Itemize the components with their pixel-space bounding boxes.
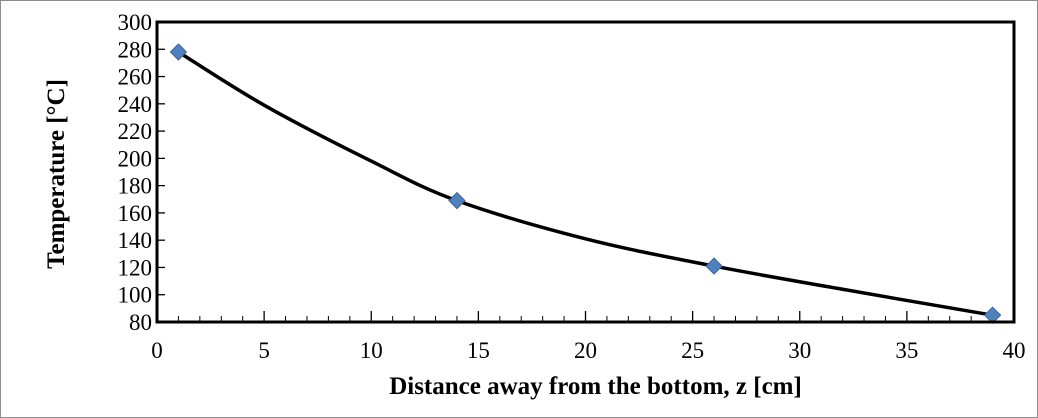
y-tick-label: 140 [118,228,153,253]
data-points [169,43,1002,324]
y-tick-label: 240 [118,92,153,117]
plot-area-border [155,20,1016,324]
data-point [448,191,466,210]
x-tick-label: 30 [788,338,811,363]
x-tick-label: 20 [574,338,597,363]
tick-labels: 0 5 10 15 20 25 30 35 40801001201401601802002202… [118,10,1026,363]
y-tick-label: 160 [118,201,153,226]
data-point [169,43,188,61]
y-tick-label: 120 [118,255,153,280]
data-point [705,257,723,275]
x-axis-title: Distance away from the bottom, z [cm] [389,373,802,400]
axis-ticks [156,21,1015,323]
x-tick-label: 15 [467,338,490,363]
x-tick-label: 5 [258,338,270,363]
y-tick-label: 200 [118,146,153,171]
x-tick-label: 25 [681,338,704,363]
x-tick-label: 0 [151,338,163,363]
y-tick-label: 180 [118,174,153,199]
x-tick-label: 35 [895,338,918,363]
x-tick-label: 10 [360,338,383,363]
y-axis-title: Temperature [°C] [43,79,70,269]
y-tick-label: 100 [118,283,153,308]
y-tick-label: 280 [118,37,153,62]
y-tick-label: 260 [118,65,153,90]
y-tick-label: 220 [118,119,153,144]
y-tick-label: 300 [118,10,153,35]
x-tick-label: 40 [1003,338,1026,363]
y-tick-label: 80 [129,310,152,335]
trend-curve [176,50,995,317]
